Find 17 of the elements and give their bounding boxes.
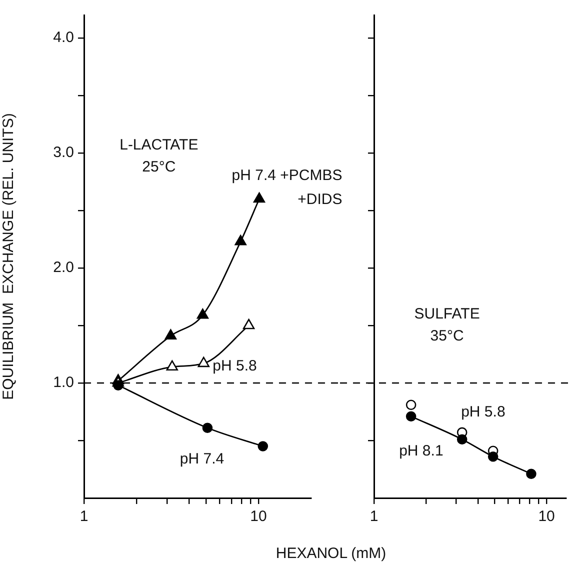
y-tick-label: 3.0 <box>53 144 74 162</box>
x-tick-label: 1 <box>370 508 378 526</box>
series-label: pH 7.4 +PCMBS +DIDS <box>232 167 342 208</box>
x-tick-label: 10 <box>250 508 267 526</box>
y-tick-label: 1.0 <box>53 374 74 392</box>
x-tick-label: 10 <box>538 508 555 526</box>
y-tick-label: 4.0 <box>53 29 74 46</box>
x-tick-label: 1 <box>80 508 88 526</box>
series-label: pH 5.8 <box>461 404 506 421</box>
y-axis-title: EQUILIBRIUM EXCHANGE (REL. UNITS) <box>0 113 18 400</box>
series-label: pH 7.4 <box>180 450 224 468</box>
annotation: SULFATE 35°C <box>414 306 480 345</box>
annotation: L-LACTATE 25°C <box>120 136 198 176</box>
series-label: pH 8.1 <box>399 442 444 460</box>
x-axis-title: HEXANOL (mM) <box>274 545 388 562</box>
y-tick-label: 2.0 <box>53 259 74 276</box>
series-label: pH 5.8 <box>212 358 257 375</box>
